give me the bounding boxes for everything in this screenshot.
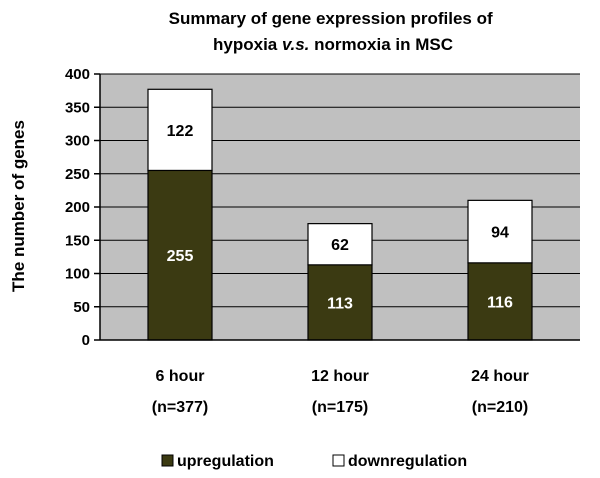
y-axis-label: The number of genes bbox=[9, 120, 28, 292]
y-tick-label: 200 bbox=[65, 199, 90, 216]
y-tick-label: 50 bbox=[73, 299, 90, 316]
y-tick-label: 250 bbox=[65, 166, 90, 183]
x-category-sublabel: (n=377) bbox=[152, 399, 208, 416]
bar-upregulation bbox=[307, 264, 373, 341]
data-label-upregulation: 255 bbox=[167, 248, 194, 265]
bar-downregulation bbox=[467, 199, 533, 264]
data-label-downregulation: 62 bbox=[331, 237, 349, 254]
data-label-upregulation: 113 bbox=[327, 295, 353, 312]
x-category-sublabel: (n=210) bbox=[472, 399, 528, 416]
legend-swatch-downregulation bbox=[332, 454, 345, 467]
y-tick-label: 300 bbox=[65, 133, 90, 150]
chart-title-part: v.s. bbox=[282, 35, 309, 54]
y-tick-label: 0 bbox=[82, 332, 90, 349]
legend-label-upregulation: upregulation bbox=[177, 453, 274, 470]
bars: 255 122 113 62 116 94 bbox=[147, 88, 533, 341]
y-tick-label: 150 bbox=[65, 232, 90, 249]
x-category-labels: 6 hour (n=377) 12 hour (n=175) 24 hour (n=210… bbox=[152, 368, 529, 416]
bar-downregulation bbox=[147, 88, 213, 172]
bar-upregulation bbox=[147, 169, 213, 341]
x-category-sublabel: (n=175) bbox=[312, 399, 368, 416]
chart-title-part: hypoxia bbox=[213, 35, 282, 54]
legend: upregulation downregulation bbox=[161, 453, 467, 470]
data-label-downregulation: 122 bbox=[167, 123, 194, 140]
chart-title-part: normoxia in MSC bbox=[309, 35, 453, 54]
x-category-label: 24 hour bbox=[471, 368, 529, 385]
chart-title-line-2: hypoxia v.s. normoxia in MSC bbox=[213, 35, 453, 54]
y-tick-label: 350 bbox=[65, 99, 90, 116]
x-category-label: 12 hour bbox=[311, 368, 369, 385]
y-tick-labels: 0 50 100 150 200 250 300 350 400 bbox=[65, 66, 100, 349]
y-tick-label: 400 bbox=[65, 66, 90, 83]
legend-swatch-upregulation bbox=[161, 454, 174, 467]
chart-title: Summary of gene expression profiles of h… bbox=[169, 9, 498, 54]
x-category-label: 6 hour bbox=[156, 368, 205, 385]
data-label-downregulation: 94 bbox=[491, 225, 509, 242]
legend-label-downregulation: downregulation bbox=[348, 453, 467, 470]
chart-title-line-1: Summary of gene expression profiles of bbox=[169, 9, 493, 28]
bar-downregulation bbox=[307, 223, 373, 266]
data-label-upregulation: 116 bbox=[487, 294, 513, 311]
y-tick-label: 100 bbox=[65, 266, 90, 283]
